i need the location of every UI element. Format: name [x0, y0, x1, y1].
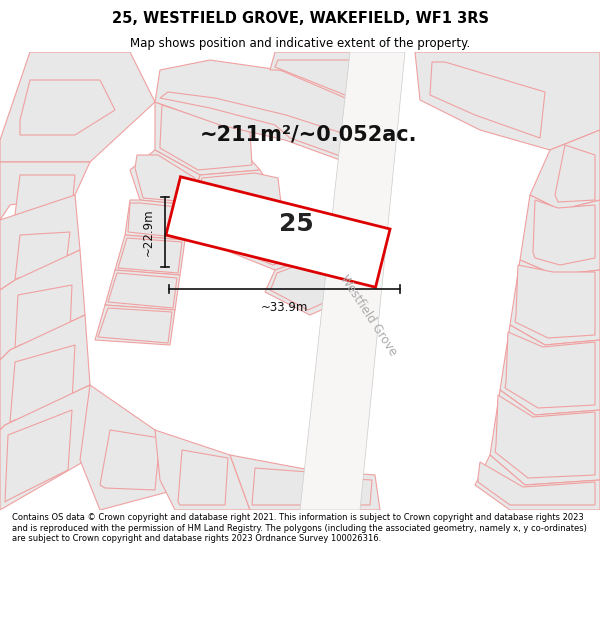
- Text: Westfield Grove: Westfield Grove: [337, 272, 399, 358]
- Polygon shape: [0, 195, 80, 290]
- Text: Map shows position and indicative extent of the property.: Map shows position and indicative extent…: [130, 38, 470, 51]
- Polygon shape: [105, 270, 180, 310]
- Polygon shape: [118, 238, 182, 273]
- Polygon shape: [515, 265, 595, 338]
- Polygon shape: [135, 155, 195, 202]
- Polygon shape: [332, 478, 372, 505]
- Polygon shape: [160, 92, 348, 157]
- Polygon shape: [505, 332, 595, 408]
- Polygon shape: [15, 285, 72, 348]
- Polygon shape: [10, 345, 75, 422]
- Text: Contains OS data © Crown copyright and database right 2021. This information is : Contains OS data © Crown copyright and d…: [12, 514, 587, 543]
- Polygon shape: [230, 455, 330, 510]
- Polygon shape: [190, 170, 290, 225]
- Polygon shape: [98, 308, 172, 343]
- Polygon shape: [0, 315, 90, 430]
- Polygon shape: [235, 218, 312, 265]
- Polygon shape: [475, 455, 600, 510]
- Polygon shape: [155, 430, 250, 510]
- Polygon shape: [0, 250, 85, 360]
- Text: ~22.9m: ~22.9m: [142, 208, 155, 256]
- Polygon shape: [478, 462, 595, 505]
- Polygon shape: [0, 162, 90, 220]
- Polygon shape: [125, 200, 190, 240]
- Polygon shape: [95, 305, 175, 345]
- Polygon shape: [252, 468, 308, 505]
- Polygon shape: [490, 390, 600, 485]
- Polygon shape: [15, 232, 70, 280]
- Polygon shape: [166, 177, 390, 288]
- Polygon shape: [430, 62, 545, 138]
- Polygon shape: [275, 60, 353, 97]
- Polygon shape: [300, 52, 405, 510]
- Polygon shape: [80, 385, 175, 510]
- Polygon shape: [500, 325, 600, 415]
- Polygon shape: [155, 102, 260, 175]
- Text: 25: 25: [278, 212, 313, 236]
- Polygon shape: [495, 395, 595, 478]
- Polygon shape: [15, 175, 75, 215]
- Text: ~33.9m: ~33.9m: [261, 301, 308, 314]
- Polygon shape: [415, 52, 600, 150]
- Polygon shape: [128, 203, 187, 238]
- Text: 25, WESTFIELD GROVE, WAKEFIELD, WF1 3RS: 25, WESTFIELD GROVE, WAKEFIELD, WF1 3RS: [112, 11, 488, 26]
- Polygon shape: [20, 80, 115, 135]
- Polygon shape: [270, 52, 360, 100]
- Polygon shape: [5, 410, 72, 502]
- Polygon shape: [520, 195, 600, 275]
- Polygon shape: [510, 260, 600, 345]
- Polygon shape: [100, 430, 160, 490]
- Polygon shape: [270, 258, 348, 310]
- Polygon shape: [115, 235, 185, 275]
- Polygon shape: [130, 150, 200, 205]
- Text: ~211m²/~0.052ac.: ~211m²/~0.052ac.: [200, 125, 418, 145]
- Polygon shape: [0, 52, 155, 162]
- Polygon shape: [555, 145, 595, 202]
- Polygon shape: [195, 173, 282, 220]
- Polygon shape: [108, 273, 177, 308]
- Polygon shape: [178, 450, 228, 505]
- Polygon shape: [310, 470, 380, 510]
- Polygon shape: [530, 130, 600, 210]
- Polygon shape: [230, 215, 320, 270]
- Polygon shape: [155, 60, 360, 160]
- Polygon shape: [265, 255, 355, 315]
- Polygon shape: [160, 105, 252, 170]
- Polygon shape: [533, 200, 595, 265]
- Polygon shape: [0, 385, 95, 510]
